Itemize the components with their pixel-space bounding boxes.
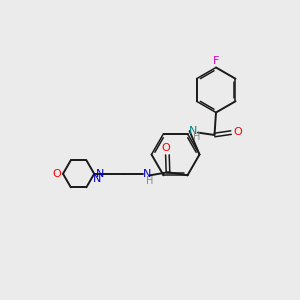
Text: N: N [92, 174, 101, 184]
Text: H: H [193, 132, 200, 142]
Text: N: N [189, 126, 198, 136]
Text: F: F [213, 56, 219, 66]
Text: N: N [143, 169, 151, 179]
Text: N: N [95, 169, 104, 179]
Text: O: O [161, 143, 170, 153]
Text: O: O [233, 127, 242, 137]
Text: O: O [52, 169, 61, 179]
Text: H: H [146, 176, 153, 186]
